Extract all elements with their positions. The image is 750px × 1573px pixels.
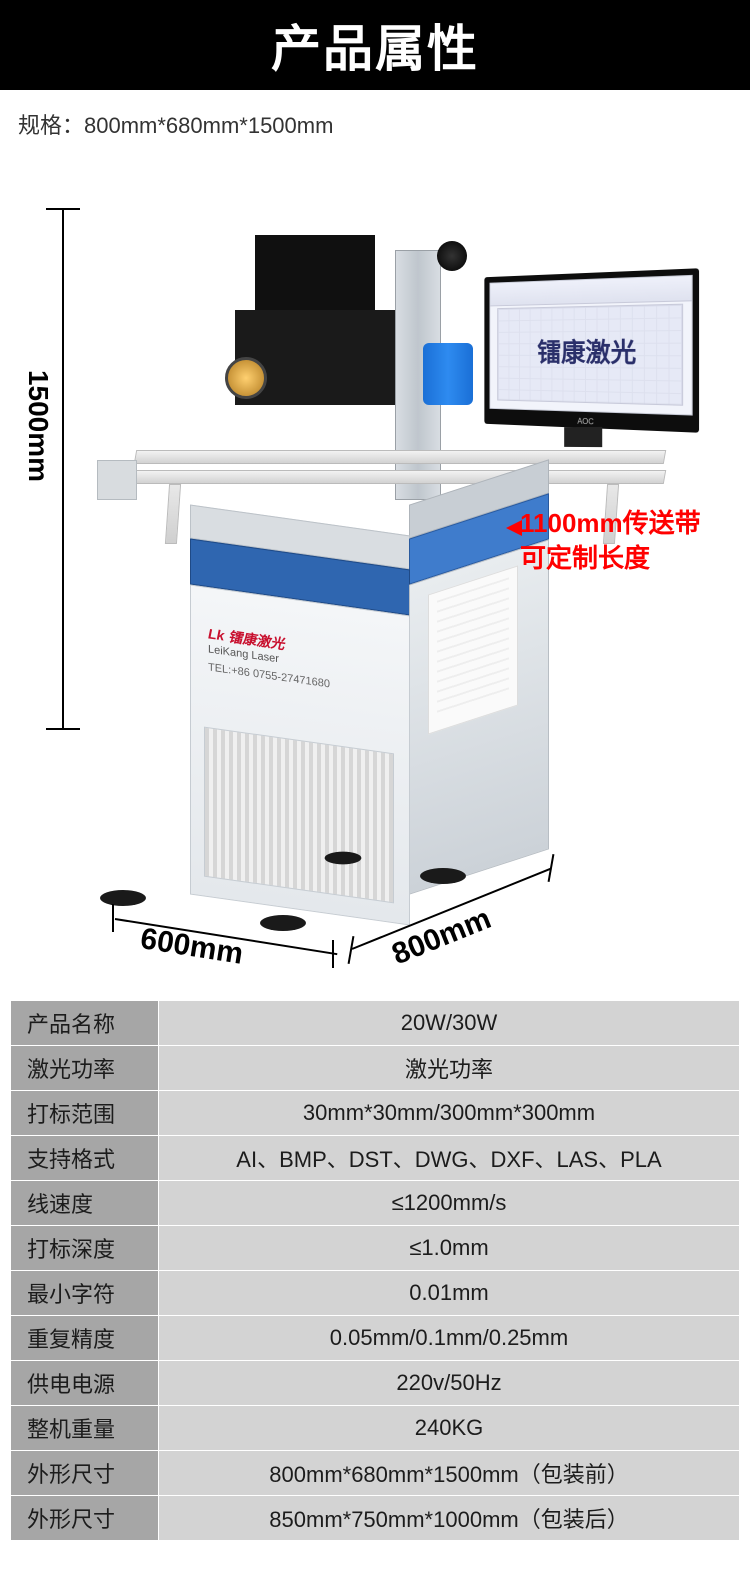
spec-value: 240KG bbox=[159, 1406, 740, 1451]
spec-value: 220v/50Hz bbox=[159, 1361, 740, 1406]
spec-label: 最小字符 bbox=[11, 1271, 159, 1316]
spec-label: 激光功率 bbox=[11, 1046, 159, 1091]
spec-value: 30mm*30mm/300mm*300mm bbox=[159, 1091, 740, 1136]
callout-line1: 1100mm传送带 bbox=[520, 506, 701, 541]
cabinet-vent bbox=[204, 727, 394, 904]
table-row: 支持格式AI、BMP、DST、DWG、DXF、LAS、PLA bbox=[11, 1136, 740, 1181]
spec-label: 重复精度 bbox=[11, 1316, 159, 1361]
dim-height-label: 1500mm bbox=[22, 370, 54, 482]
spec-label: 产品名称 bbox=[11, 1001, 159, 1046]
machine-foot bbox=[260, 915, 306, 931]
spec-summary-line: 规格：800mm*680mm*1500mm bbox=[0, 90, 750, 140]
spec-label: 外形尺寸 bbox=[11, 1451, 159, 1496]
dim-width-cap bbox=[332, 940, 334, 968]
conveyor-rail-back bbox=[134, 450, 666, 464]
dim-width-cap bbox=[112, 904, 114, 932]
spec-value: 20W/30W bbox=[159, 1001, 740, 1046]
spec-value: 850mm*750mm*1000mm（包装后） bbox=[159, 1496, 740, 1541]
product-figure: 1500mm 镭康激光 AOC bbox=[0, 150, 750, 980]
conveyor bbox=[105, 450, 665, 508]
spec-value: ≤1200mm/s bbox=[159, 1181, 740, 1226]
table-row: 最小字符0.01mm bbox=[11, 1271, 740, 1316]
monitor-screen: 镭康激光 bbox=[489, 275, 692, 416]
conveyor-rail-front bbox=[104, 470, 666, 484]
machine-foot bbox=[100, 890, 146, 906]
table-row: 供电电源220v/50Hz bbox=[11, 1361, 740, 1406]
table-row: 重复精度0.05mm/0.1mm/0.25mm bbox=[11, 1316, 740, 1361]
spec-label: 线速度 bbox=[11, 1181, 159, 1226]
adjust-knob-icon bbox=[437, 241, 467, 271]
dim-height-line bbox=[62, 210, 64, 730]
callout-line2: 可定制长度 bbox=[520, 541, 701, 576]
spec-label: 打标深度 bbox=[11, 1226, 159, 1271]
table-row: 打标范围30mm*30mm/300mm*300mm bbox=[11, 1091, 740, 1136]
spec-value: ≤1.0mm bbox=[159, 1226, 740, 1271]
spec-label: 支持格式 bbox=[11, 1136, 159, 1181]
screen-text: 镭康激光 bbox=[537, 332, 636, 370]
machine-cabinet: Lk 镭康激光 LeiKang Laser TEL:+86 0755-27471… bbox=[190, 600, 550, 910]
spec-label: 打标范围 bbox=[11, 1091, 159, 1136]
spec-label: 供电电源 bbox=[11, 1361, 159, 1406]
spec-table: 产品名称20W/30W激光功率激光功率打标范围30mm*30mm/300mm*3… bbox=[10, 1000, 740, 1541]
screen-toolbar bbox=[490, 276, 691, 306]
spec-label: 整机重量 bbox=[11, 1406, 159, 1451]
conveyor-end bbox=[97, 460, 137, 500]
table-row: 线速度≤1200mm/s bbox=[11, 1181, 740, 1226]
table-row: 外形尺寸800mm*680mm*1500mm（包装前） bbox=[11, 1451, 740, 1496]
monitor-stand bbox=[564, 427, 602, 447]
header-bar: 产品属性 bbox=[0, 0, 750, 90]
monitor: 镭康激光 AOC bbox=[484, 268, 699, 433]
spec-sheet-icon bbox=[428, 565, 518, 734]
table-row: 整机重量240KG bbox=[11, 1406, 740, 1451]
spec-value: 激光功率 bbox=[159, 1046, 740, 1091]
table-row: 激光功率激光功率 bbox=[11, 1046, 740, 1091]
dim-height-cap-bot bbox=[46, 728, 80, 730]
spec-value: 800mm*680mm*1500mm（包装前） bbox=[159, 1451, 740, 1496]
spec-label: 外形尺寸 bbox=[11, 1496, 159, 1541]
machine-foot bbox=[325, 852, 362, 865]
blue-cylinder bbox=[423, 343, 473, 405]
table-row: 外形尺寸850mm*750mm*1000mm（包装后） bbox=[11, 1496, 740, 1541]
table-row: 打标深度≤1.0mm bbox=[11, 1226, 740, 1271]
conveyor-leg bbox=[165, 484, 181, 544]
spec-value: AI、BMP、DST、DWG、DXF、LAS、PLA bbox=[159, 1136, 740, 1181]
spec-value: 0.01mm bbox=[159, 1271, 740, 1316]
conveyor-callout: 1100mm传送带 可定制长度 bbox=[520, 506, 701, 576]
page-title: 产品属性 bbox=[271, 9, 479, 81]
spec-value: 0.05mm/0.1mm/0.25mm bbox=[159, 1316, 740, 1361]
table-row: 产品名称20W/30W bbox=[11, 1001, 740, 1046]
laser-lens-icon bbox=[225, 357, 267, 399]
machine-foot bbox=[420, 868, 466, 884]
